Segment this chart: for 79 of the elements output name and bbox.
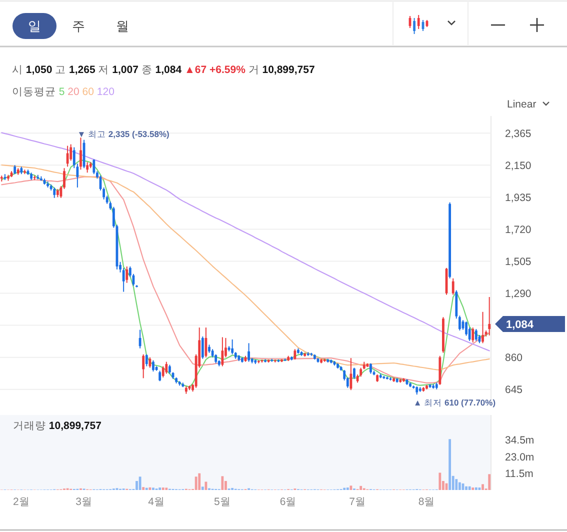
y-tick-label: 23.0m bbox=[505, 451, 534, 464]
line-series bbox=[1, 132, 490, 352]
text: 120 bbox=[94, 86, 115, 98]
candlestick bbox=[126, 266, 128, 284]
x-tick-label: 2월 bbox=[13, 496, 30, 508]
text: 1,084 bbox=[506, 318, 534, 331]
text: 월 bbox=[116, 18, 129, 34]
x-tick-label: 8월 bbox=[418, 496, 436, 508]
candlestick bbox=[221, 336, 224, 367]
candlestick bbox=[145, 354, 148, 367]
legend-title: 이동평균 bbox=[12, 86, 56, 98]
bar bbox=[448, 439, 452, 490]
candlestick bbox=[488, 296, 491, 336]
bar bbox=[221, 476, 224, 490]
text: 60 bbox=[79, 86, 94, 98]
x-tick-label: 5월 bbox=[214, 496, 231, 508]
candlestick bbox=[482, 311, 484, 344]
bar bbox=[468, 486, 471, 490]
candlestick bbox=[152, 360, 154, 372]
text: 거래량 10,899,757 bbox=[13, 420, 102, 432]
bar bbox=[142, 487, 145, 490]
candlestick bbox=[350, 358, 352, 391]
bar bbox=[360, 486, 362, 490]
y-tick-label: 860 bbox=[505, 352, 523, 364]
candlestick bbox=[158, 370, 162, 382]
y-tick-label: 645 bbox=[505, 384, 523, 396]
y-tick-label: 34.5m bbox=[505, 434, 534, 447]
candlestick bbox=[148, 356, 152, 368]
x-tick-label: 3월 bbox=[76, 496, 92, 508]
candlestick bbox=[452, 278, 454, 296]
candlestick bbox=[165, 361, 168, 374]
y-tick-label: 2,150 bbox=[505, 160, 532, 172]
y-tick-label: 1,720 bbox=[505, 224, 532, 236]
bar bbox=[488, 474, 491, 490]
text: 일 bbox=[28, 18, 41, 34]
bar bbox=[458, 482, 461, 490]
candlestick bbox=[142, 354, 145, 379]
bar bbox=[465, 486, 468, 490]
y-tick-label: 11.5m bbox=[505, 468, 534, 480]
text: 20 bbox=[64, 86, 80, 98]
bar bbox=[198, 473, 201, 490]
annotation: ▼ 최고 2,335 (-53.58%) bbox=[77, 129, 170, 140]
text: 시 1,050 고 1,265 저 1,007 종 1,084 ▲67 +6.59% 거 10,899,757 bbox=[12, 64, 315, 76]
bar bbox=[455, 479, 458, 490]
candlestick bbox=[472, 327, 474, 343]
bar bbox=[482, 484, 484, 490]
candlestick bbox=[80, 137, 82, 170]
candlestick bbox=[138, 329, 142, 349]
y-tick-label: 1,935 bbox=[505, 192, 532, 204]
candlestick bbox=[231, 338, 234, 355]
candlestick bbox=[201, 336, 204, 360]
bar bbox=[438, 472, 442, 490]
bar bbox=[350, 486, 352, 490]
candlestick bbox=[66, 145, 69, 168]
candlestick bbox=[53, 187, 56, 198]
y-tick-label: 1,290 bbox=[505, 288, 532, 300]
x-tick-label: 6월 bbox=[280, 496, 297, 508]
bar bbox=[194, 476, 198, 490]
x-tick-label: 4월 bbox=[148, 496, 165, 508]
bar bbox=[474, 487, 478, 490]
bar bbox=[201, 486, 204, 490]
candlestick bbox=[353, 367, 356, 380]
text: 주 bbox=[72, 18, 86, 34]
candlestick bbox=[162, 366, 164, 378]
bar bbox=[138, 476, 142, 490]
y-tick-label: 2,365 bbox=[505, 128, 532, 140]
candlestick bbox=[294, 348, 296, 360]
annotation: ▲ 최저 610 (77.70%) bbox=[413, 398, 496, 408]
bar bbox=[136, 480, 138, 490]
candlestick bbox=[92, 158, 96, 175]
x-tick-label: 7월 bbox=[349, 496, 366, 508]
candlestick bbox=[474, 328, 478, 342]
bar bbox=[148, 487, 152, 490]
text: 5 bbox=[56, 86, 65, 98]
text: Linear bbox=[507, 98, 537, 110]
y-tick-label: 1,505 bbox=[505, 256, 532, 268]
candlestick bbox=[248, 342, 250, 362]
candlestick bbox=[86, 162, 89, 174]
candlestick bbox=[370, 362, 372, 374]
